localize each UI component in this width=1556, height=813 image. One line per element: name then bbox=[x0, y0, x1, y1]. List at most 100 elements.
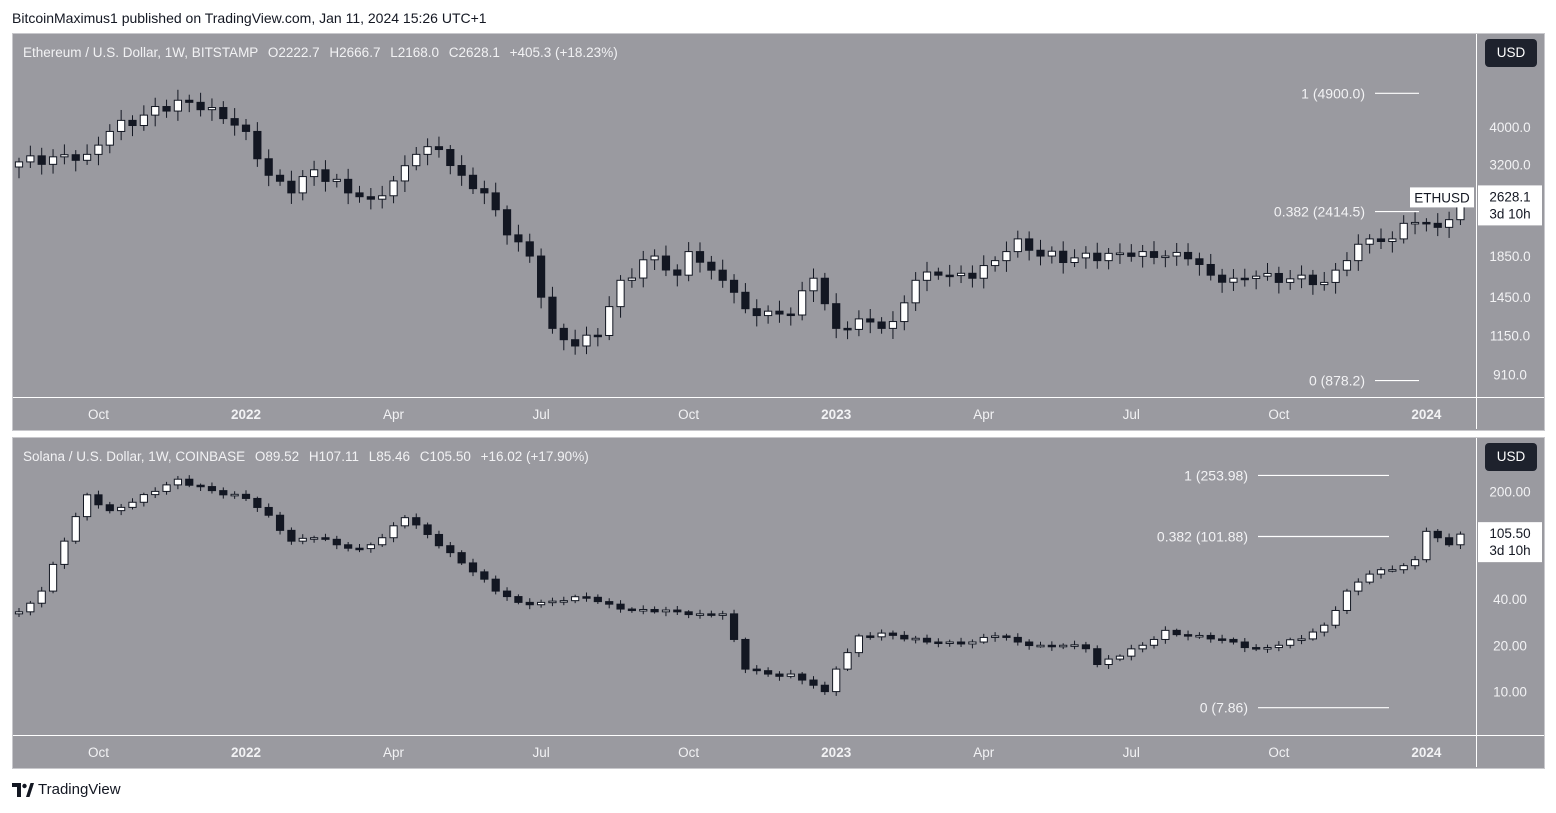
candle-body bbox=[900, 302, 909, 323]
candle-body bbox=[468, 562, 478, 573]
candle-body bbox=[1320, 281, 1329, 286]
candle-body bbox=[37, 590, 46, 604]
candle-body bbox=[548, 600, 557, 604]
candle-body bbox=[729, 279, 739, 293]
candle-body bbox=[764, 670, 773, 675]
candle-body bbox=[1445, 219, 1454, 228]
candle-body bbox=[14, 161, 24, 168]
candle-body bbox=[1263, 272, 1272, 277]
candle-body bbox=[593, 334, 602, 338]
candle-body bbox=[1013, 636, 1022, 643]
candle-body bbox=[321, 537, 330, 540]
candle-body bbox=[639, 259, 648, 279]
symbol-tag bbox=[1410, 187, 1474, 208]
candle-body bbox=[729, 613, 739, 640]
fib-level-label: 1 (4900.0) bbox=[1301, 85, 1365, 101]
candle-body bbox=[650, 608, 659, 613]
candle-body bbox=[1093, 252, 1102, 262]
price-tick-label: 3200.0 bbox=[1489, 157, 1530, 172]
candle-body bbox=[1399, 565, 1408, 571]
candle-body bbox=[219, 490, 228, 496]
last-price-tag bbox=[1478, 185, 1542, 226]
candle-body bbox=[1331, 609, 1340, 626]
candle-body bbox=[1240, 641, 1249, 649]
candle-body bbox=[423, 146, 432, 155]
time-tick-label: Jul bbox=[1123, 407, 1140, 422]
candle-body bbox=[1070, 644, 1079, 647]
price-tick-label: 10.00 bbox=[1493, 685, 1527, 700]
candle-body bbox=[1172, 629, 1181, 636]
eth-legend: Ethereum / U.S. Dollar, 1W, BITSTAMP O22… bbox=[23, 45, 618, 60]
candle-body bbox=[1388, 569, 1397, 572]
price-tick-label: 40.00 bbox=[1493, 592, 1527, 607]
candle-body bbox=[798, 290, 807, 316]
sol-price-axis[interactable] bbox=[1476, 438, 1544, 735]
candle-body bbox=[684, 611, 693, 616]
candle-body bbox=[605, 306, 614, 336]
candle-body bbox=[1229, 638, 1238, 643]
candle-body bbox=[1274, 272, 1283, 283]
candle-body bbox=[400, 517, 409, 527]
eth-chart-panel[interactable]: 4000.0 3200.0 1850.0 1450.0 1150.0 910.0 Oct 20… bbox=[12, 33, 1545, 431]
sol-chart-panel[interactable]: 200.00 40.00 20.00 10.00 Oct 2022 Apr Jul Oct 202… bbox=[12, 437, 1545, 769]
candle-body bbox=[128, 501, 137, 508]
candle-body bbox=[1297, 638, 1306, 641]
price-tick-label: 4000.0 bbox=[1489, 120, 1530, 135]
candle-body bbox=[991, 635, 1000, 638]
bar-countdown: 3d 10h bbox=[1489, 543, 1530, 558]
candle-body bbox=[196, 101, 205, 111]
sol-legend-change: +16.02 (+17.90%) bbox=[480, 449, 589, 464]
candle-body bbox=[241, 493, 251, 499]
candle-body bbox=[502, 590, 512, 598]
candle-body bbox=[571, 339, 580, 347]
eth-chart-svg: 4000.0 3200.0 1850.0 1450.0 1150.0 910.0 Oct 20… bbox=[14, 85, 1542, 422]
candle-body bbox=[775, 673, 784, 677]
candle-body bbox=[264, 506, 273, 516]
candle-body bbox=[185, 99, 194, 103]
price-tick-label: 200.00 bbox=[1489, 484, 1530, 499]
candle-body bbox=[1388, 238, 1397, 242]
candle-body bbox=[310, 169, 319, 178]
candle-body bbox=[956, 641, 966, 645]
candle-body bbox=[514, 234, 523, 243]
candle-body bbox=[1376, 569, 1386, 575]
candle-body bbox=[446, 545, 455, 554]
sol-time-axis[interactable] bbox=[13, 735, 1544, 768]
candle-body bbox=[151, 490, 160, 496]
candle-body bbox=[866, 318, 875, 323]
candle-body bbox=[627, 277, 636, 281]
candle-body bbox=[1047, 250, 1056, 257]
sol-currency-button[interactable]: USD bbox=[1485, 443, 1537, 471]
candle-body bbox=[298, 176, 307, 194]
eth-currency-button[interactable]: USD bbox=[1485, 39, 1537, 67]
time-tick-label: Oct bbox=[678, 745, 699, 760]
candle-body bbox=[695, 613, 705, 616]
candle-body bbox=[843, 652, 852, 670]
candle-body bbox=[1025, 641, 1034, 647]
sol-plot-area[interactable] bbox=[13, 438, 1476, 735]
candle-body bbox=[310, 537, 319, 540]
candle-body bbox=[559, 327, 568, 341]
candle-body bbox=[559, 600, 568, 603]
candle-body bbox=[627, 608, 636, 612]
candle-body bbox=[71, 154, 80, 161]
candle-body bbox=[593, 596, 602, 603]
candle-body bbox=[423, 524, 432, 535]
candle-body bbox=[1104, 252, 1113, 262]
candle-body bbox=[400, 165, 409, 182]
candle-body bbox=[934, 271, 943, 276]
candle-body bbox=[1127, 252, 1136, 257]
candles bbox=[14, 475, 1465, 696]
candle-body bbox=[1456, 533, 1465, 546]
candle-body bbox=[525, 601, 534, 606]
candle-body bbox=[1286, 639, 1295, 646]
candle-body bbox=[911, 637, 920, 641]
time-tick-label: 2024 bbox=[1411, 407, 1442, 422]
eth-plot-area[interactable] bbox=[13, 34, 1476, 397]
candle-body bbox=[968, 272, 977, 279]
candle-body bbox=[457, 552, 466, 564]
tradingview-logo[interactable]: TradingView bbox=[12, 781, 121, 798]
candle-body bbox=[185, 478, 194, 486]
eth-time-axis[interactable] bbox=[13, 397, 1544, 430]
candle-body bbox=[1206, 263, 1215, 276]
